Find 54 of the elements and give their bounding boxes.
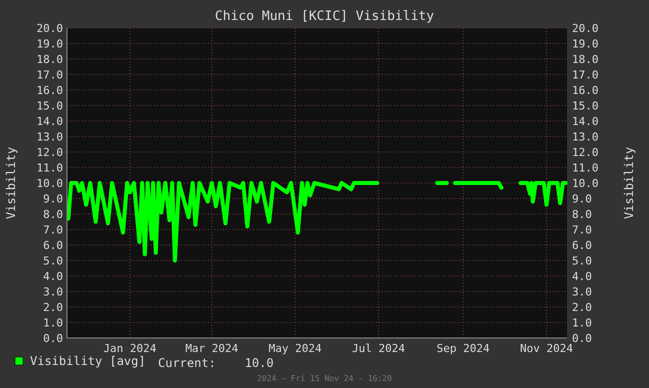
y-tick-label: 20.0	[36, 22, 63, 35]
y2-tick-label: 17.0	[572, 68, 598, 82]
x-tick-label: Jan 2024	[103, 342, 157, 355]
y2-tick-label: 20.0	[572, 22, 598, 35]
y-tick-label: 8.0	[43, 208, 63, 221]
y-tick-label: 16.0	[36, 84, 63, 97]
chart-title: Chico Muni [KCIC] Visibility	[214, 9, 434, 24]
y-tick-label: 17.0	[36, 68, 63, 82]
y-tick-label: 11.0	[36, 161, 63, 174]
y2-tick-label: 6.0	[572, 238, 592, 252]
x-tick-label: May 2024	[268, 342, 322, 355]
y2-axis-title: Visibility	[622, 146, 636, 220]
y-tick-label: 18.0	[36, 52, 63, 66]
y-tick-label: 1.0	[43, 316, 63, 330]
y2-tick-label: 1.0	[572, 316, 592, 330]
y2-tick-label: 4.0	[572, 270, 592, 283]
y-tick-label: 4.0	[43, 270, 63, 283]
y2-tick-label: 14.0	[572, 114, 598, 128]
y2-tick-label: 8.0	[572, 208, 592, 221]
y-axis-title: Visibility	[4, 146, 18, 220]
y2-tick-label: 15.0	[572, 99, 598, 112]
x-tick-label: Jul 2024	[352, 342, 406, 355]
y2-tick-label: 16.0	[572, 84, 598, 97]
y-tick-label: 14.0	[36, 114, 63, 128]
y-tick-label: 15.0	[36, 99, 63, 112]
y-tick-label: 2.0	[43, 300, 63, 314]
y2-tick-label: 18.0	[572, 52, 598, 66]
y-tick-label: 19.0	[36, 37, 63, 50]
y2-tick-label: 2.0	[572, 300, 592, 314]
y2-tick-label: 7.0	[572, 223, 592, 236]
x-tick-label: Nov 2024	[520, 342, 574, 355]
y2-tick-label: 12.0	[572, 146, 598, 159]
text: Current: 10.0	[158, 356, 274, 370]
y-tick-label: 5.0	[43, 254, 63, 268]
y-tick-label: 3.0	[43, 285, 63, 298]
y-tick-label: 12.0	[36, 146, 63, 159]
y-tick-label: 13.0	[36, 130, 63, 144]
legend-label: Visibility [avg]	[30, 354, 146, 368]
text: 2024 — Fri 15 Nov 24 - 16:20	[257, 374, 392, 383]
y-tick-label: 10.0	[36, 176, 63, 190]
y2-tick-label: 11.0	[572, 161, 598, 174]
y2-tick-label: 3.0	[572, 285, 592, 298]
y-tick-label: 6.0	[43, 238, 63, 252]
y-tick-label: 7.0	[43, 223, 63, 236]
y2-tick-label: 0.0	[572, 332, 592, 345]
y2-tick-label: 10.0	[572, 176, 598, 190]
y2-tick-label: 9.0	[572, 192, 592, 206]
y-tick-label: 0.0	[43, 332, 63, 345]
y2-tick-label: 13.0	[572, 130, 598, 144]
y2-tick-label: 19.0	[572, 37, 598, 50]
x-tick-label: Mar 2024	[185, 342, 239, 355]
y2-tick-label: 5.0	[572, 254, 592, 268]
y-tick-label: 9.0	[43, 192, 63, 206]
x-tick-label: Sep 2024	[436, 342, 490, 355]
